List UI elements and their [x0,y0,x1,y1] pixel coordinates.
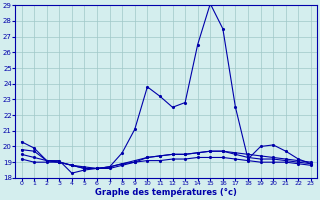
X-axis label: Graphe des températures (°c): Graphe des températures (°c) [95,188,237,197]
